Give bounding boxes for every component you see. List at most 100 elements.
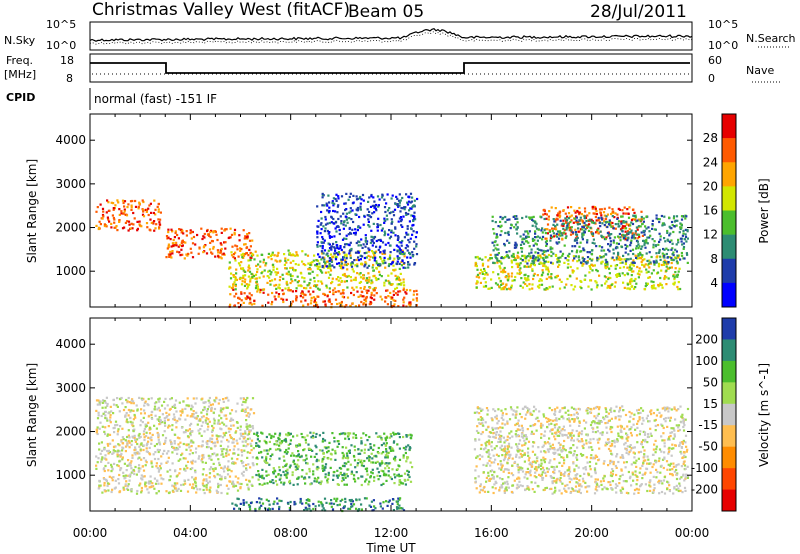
echo-cell [581,238,584,241]
echo-cell [294,465,297,468]
echo-cell [537,259,540,262]
echo-cell [519,284,522,287]
echo-cell [150,460,153,463]
echo-cell [152,221,155,224]
echo-cell [140,489,143,492]
echo-cell [208,468,211,471]
echo-cell [218,414,221,417]
echo-cell [313,284,316,287]
echo-cell [615,466,618,469]
echo-cell [401,259,404,263]
echo-cell [352,432,355,435]
echo-cell [534,258,537,261]
echo-cell [291,471,294,474]
echo-cell [328,259,331,262]
echo-cell [266,508,269,511]
echo-cell [149,202,152,205]
echo-cell [245,501,248,504]
echo-cell [273,443,276,446]
echo-cell [345,304,348,307]
echo-cell [162,478,165,481]
echo-cell [411,251,414,254]
echo-cell [163,419,166,422]
echo-cell [249,508,252,511]
echo-cell [292,483,295,486]
echo-cell [205,474,208,477]
echo-cell [534,251,537,254]
echo-cell [240,434,243,437]
echo-cell [668,234,671,237]
echo-cell [579,279,582,283]
echo-cell [127,229,130,232]
echo-cell [362,274,365,277]
echo-cell [381,227,384,230]
echo-cell [286,473,289,476]
echo-cell [282,277,285,280]
echo-cell [275,287,278,290]
echo-cell [274,448,278,451]
echo-cell [136,220,139,223]
echo-cell [269,283,272,286]
echo-cell [157,438,160,441]
echo-cell [144,485,147,488]
echo-cell [315,264,318,268]
echo-cell [112,216,115,220]
echo-cell [209,455,212,458]
echo-cell [378,246,381,249]
echo-cell [361,246,364,249]
echo-cell [325,286,328,289]
echo-cell [355,436,358,439]
echo-cell [111,439,114,442]
echo-cell [262,261,265,264]
echo-cell [153,487,156,490]
echo-cell [125,418,129,421]
colorbar-swatch [722,138,736,163]
echo-cell [194,460,197,463]
echo-cell [132,223,135,226]
echo-cell [176,250,179,253]
echo-cell [399,272,402,275]
echo-cell [212,230,215,233]
echo-cell [99,203,102,206]
echo-cell [234,244,237,247]
colorbar-swatch [722,210,736,235]
echo-cell [239,397,242,400]
echo-cell [171,405,174,408]
echo-cell [249,251,252,254]
echo-cell [657,283,660,287]
echo-cell [651,219,654,222]
echo-cell [345,212,348,215]
echo-cell [304,441,308,444]
echo-cell [381,252,384,255]
echo-cell [408,209,411,212]
echo-cell [261,483,264,486]
echo-cell [126,464,129,467]
echo-cell [358,215,361,219]
echo-cell [510,261,513,264]
echo-cell [113,221,116,224]
echo-cell [397,245,400,248]
echo-cell [205,416,208,420]
echo-cell [510,284,513,287]
echo-cell [340,220,343,223]
echo-cell [184,418,187,421]
echo-cell [138,432,141,436]
echo-cell [538,248,541,251]
echo-cell [124,414,127,417]
echo-cell [619,236,622,239]
echo-cell [173,236,176,239]
echo-cell [369,205,373,208]
echo-cell [503,244,506,247]
echo-cell [176,482,179,485]
echo-cell [537,254,540,257]
echo-cell [209,235,212,239]
echo-cell [116,433,119,436]
echo-cell [153,424,156,427]
echo-cell [663,248,666,251]
echo-cell [359,276,363,279]
echo-cell [214,255,217,258]
echo-cell [506,218,509,221]
echo-cell [213,230,216,233]
echo-cell [370,193,373,197]
echo-cell [268,433,271,436]
